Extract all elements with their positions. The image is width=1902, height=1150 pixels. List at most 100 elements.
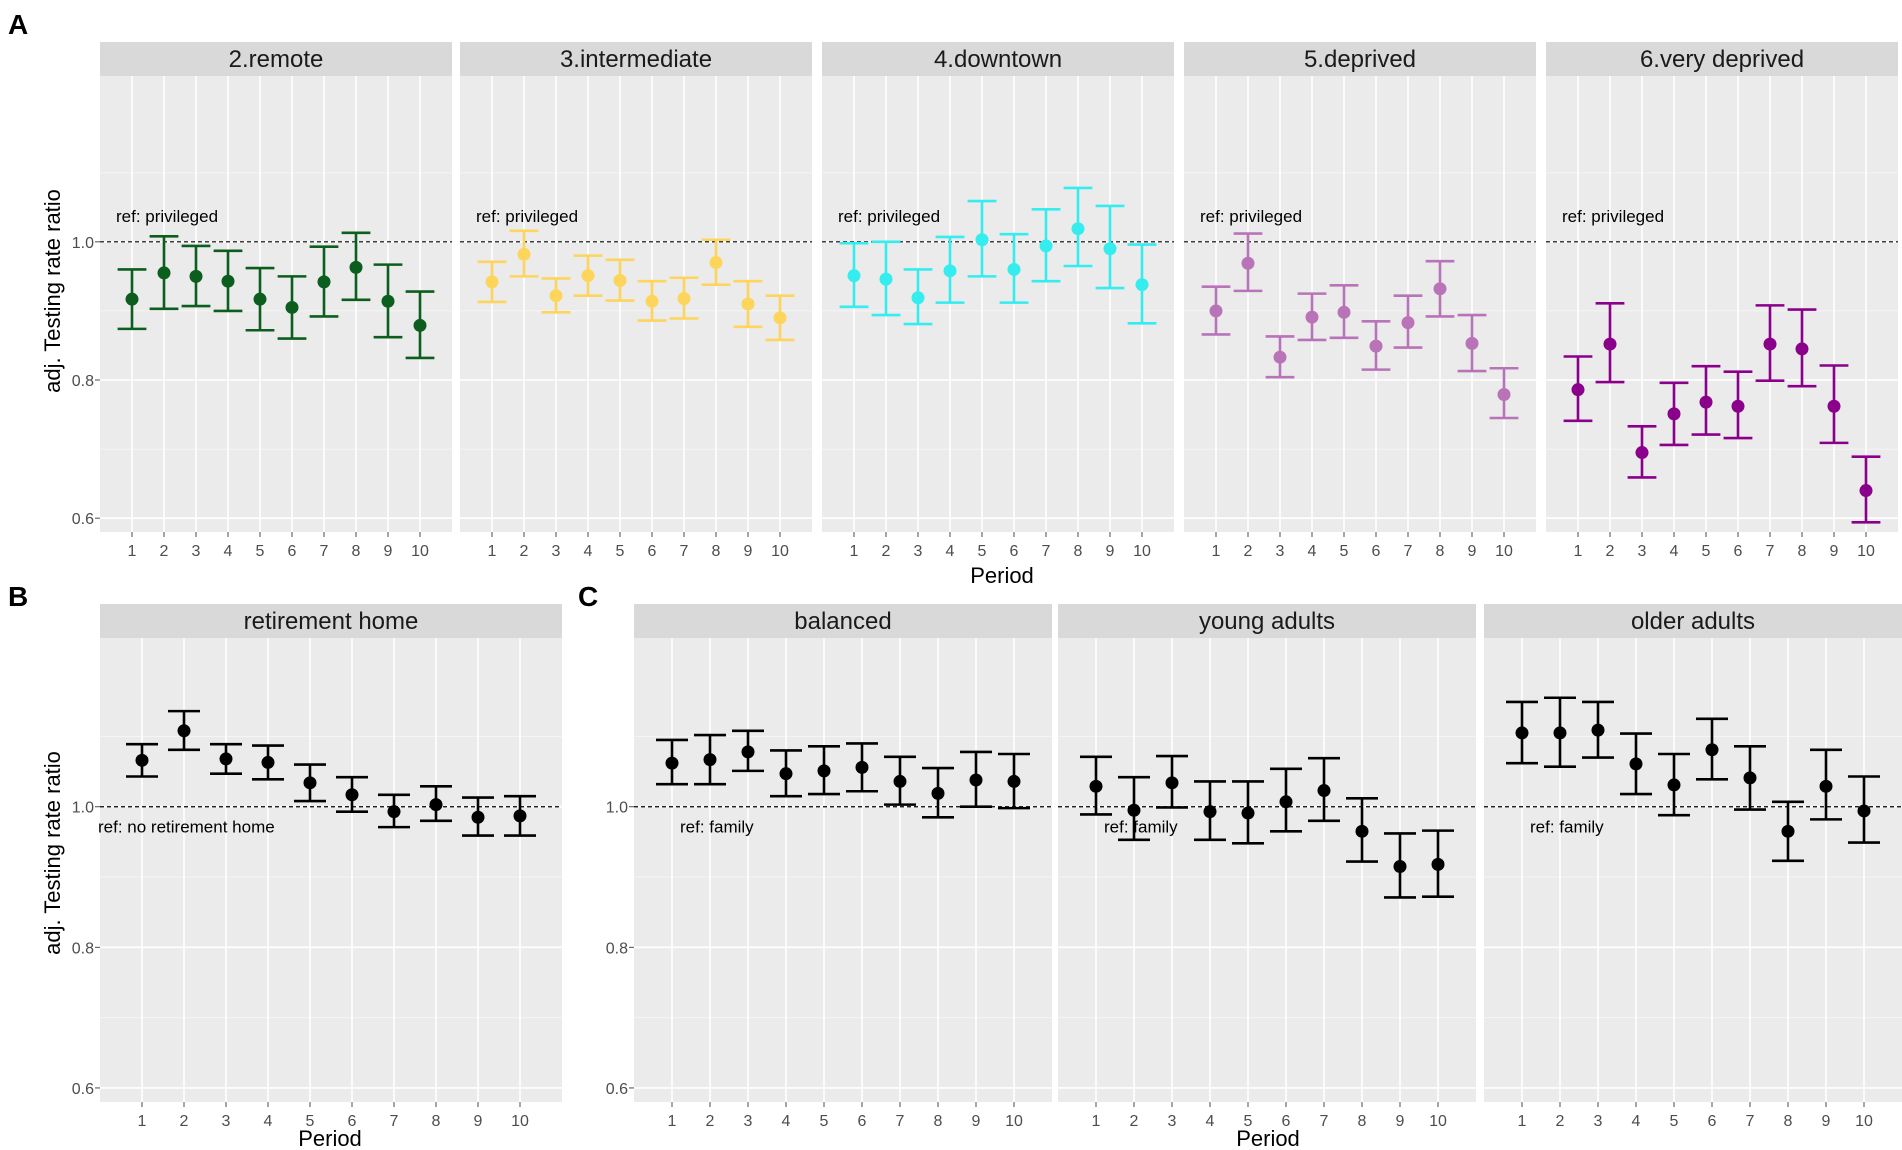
facet-young-adults-point-7: [1317, 784, 1331, 798]
facet-retirement-home-point-6: [345, 788, 359, 802]
facet-young-adults-point-4: [1203, 805, 1217, 819]
facet-3-intermediate-point-3: [549, 289, 563, 303]
facet-2-remote-title: 2.remote: [229, 46, 324, 73]
facet-2-remote-x-tick-label: 3: [192, 543, 201, 560]
facet-4-downtown-x-tick-label: 2: [882, 543, 891, 560]
facet-4-downtown-point-1: [847, 269, 861, 283]
facet-6-very-deprived-point-9: [1827, 399, 1841, 413]
facet-2-remote-x-tick-label: 1: [128, 543, 137, 560]
facet-6-very-deprived-point-3: [1635, 446, 1649, 460]
facet-5-deprived-x-tick-label: 10: [1495, 543, 1513, 560]
facet-older-adults-x-tick-label: 2: [1556, 1113, 1565, 1130]
facet-3-intermediate-x-tick-label: 5: [616, 543, 625, 560]
facet-balanced-x-tick-label: 1: [668, 1113, 677, 1130]
facet-balanced-x-tick-label: 3: [744, 1113, 753, 1130]
facet-6-very-deprived-x-tick-label: 4: [1670, 543, 1679, 560]
facet-older-adults-x-tick-label: 7: [1746, 1113, 1755, 1130]
facet-5-deprived-point-6: [1369, 339, 1383, 353]
facet-5-deprived-point-5: [1337, 305, 1351, 319]
facet-6-very-deprived-point-6: [1731, 399, 1745, 413]
facet-older-adults-point-1: [1515, 726, 1529, 740]
facet-4-downtown-point-10: [1135, 278, 1149, 292]
facet-older-adults-x-tick-label: 6: [1708, 1113, 1717, 1130]
facet-young-adults-point-2: [1127, 803, 1141, 817]
facet-retirement-home-point-10: [513, 809, 527, 823]
facet-5-deprived-point-10: [1497, 388, 1511, 402]
facet-retirement-home-point-7: [387, 805, 401, 819]
facet-2-remote-x-tick-label: 2: [160, 543, 169, 560]
facet-older-adults-background: [1484, 638, 1902, 1102]
facet-5-deprived-x-tick-label: 5: [1340, 543, 1349, 560]
panel-b-facets: 0.6 0.8 1.0 retirement home ref: no retireme…: [72, 604, 562, 1130]
facet-5-deprived-point-9: [1465, 336, 1479, 350]
facet-3-intermediate-point-4: [581, 269, 595, 283]
panel-c-x-axis-title: Period: [1236, 1126, 1300, 1150]
facet-4-downtown-strip: [822, 42, 1174, 76]
panel-letter-a: A: [8, 9, 28, 40]
facet-5-deprived-point-2: [1241, 256, 1255, 270]
facet-6-very-deprived-x-tick-label: 5: [1702, 543, 1711, 560]
facet-4-downtown-title: 4.downtown: [934, 46, 1062, 73]
facet-balanced-point-9: [969, 773, 983, 787]
facet-5-deprived-x-tick-label: 9: [1468, 543, 1477, 560]
facet-5-deprived-x-tick-label: 4: [1308, 543, 1317, 560]
facet-older-adults-point-4: [1629, 757, 1643, 771]
facet-3-intermediate-x-tick-label: 2: [520, 543, 529, 560]
panel-b-y-axis-title: adj. Testing rate ratio: [40, 751, 65, 955]
facet-6-very-deprived-point-1: [1571, 383, 1585, 397]
facet-2-remote-point-8: [349, 260, 363, 274]
facet-4-downtown-background: [822, 76, 1174, 532]
facet-2-remote-reference-label: ref: privileged: [116, 207, 218, 226]
facet-older-adults-point-3: [1591, 723, 1605, 737]
facet-5-deprived-reference-label: ref: privileged: [1200, 207, 1302, 226]
facet-2-remote-point-6: [285, 300, 299, 314]
facet-4-downtown-point-3: [911, 291, 925, 305]
facet-2-remote-x-tick-label: 6: [288, 543, 297, 560]
facet-balanced-x-tick-label: 10: [1005, 1113, 1023, 1130]
facet-balanced-x-tick-label: 7: [896, 1113, 905, 1130]
facet-4-downtown-point-7: [1039, 239, 1053, 253]
facet-3-intermediate-point-10: [773, 311, 787, 325]
facet-4-downtown-point-5: [975, 233, 989, 247]
facet-3-intermediate-x-tick-label: 4: [584, 543, 593, 560]
facet-young-adults-x-tick-label: 7: [1320, 1113, 1329, 1130]
facet-older-adults-x-tick-label: 8: [1784, 1113, 1793, 1130]
facet-5-deprived-point-1: [1209, 304, 1223, 318]
facet-6-very-deprived-x-tick-label: 1: [1574, 543, 1583, 560]
facet-young-adults-strip: [1058, 604, 1476, 638]
facet-older-adults-x-tick-label: 4: [1632, 1113, 1641, 1130]
facet-3-intermediate-reference-label: ref: privileged: [476, 207, 578, 226]
facet-4-downtown-x-tick-label: 8: [1074, 543, 1083, 560]
facet-young-adults-point-1: [1089, 779, 1103, 793]
panel-b-x-axis-title: Period: [298, 1126, 362, 1150]
facet-balanced-x-tick-label: 6: [858, 1113, 867, 1130]
facet-balanced-point-1: [665, 756, 679, 770]
facet-balanced-point-5: [817, 764, 831, 778]
facet-2-remote-point-9: [381, 294, 395, 308]
facet-4-downtown-x-tick-label: 6: [1010, 543, 1019, 560]
facet-5-deprived-strip: [1184, 42, 1536, 76]
facet-4-downtown-x-tick-label: 4: [946, 543, 955, 560]
facet-retirement-home-strip: [100, 604, 562, 638]
facet-5-deprived-point-4: [1305, 310, 1319, 324]
facet-balanced-strip: [634, 604, 1052, 638]
facet-4-downtown-x-tick-label: 1: [850, 543, 859, 560]
facet-3-intermediate-point-2: [517, 247, 531, 261]
facet-retirement-home-x-tick-label: 6: [348, 1113, 357, 1130]
facet-2-remote-point-3: [189, 269, 203, 283]
facet-retirement-home-x-tick-label: 5: [306, 1113, 315, 1130]
facet-4-downtown-point-9: [1103, 242, 1117, 256]
panel-a-y-tick-label: 0.8: [72, 373, 94, 390]
panel-c-y-tick-label: 0.6: [606, 1081, 628, 1098]
facet-3-intermediate-point-9: [741, 297, 755, 311]
facet-6-very-deprived-x-tick-label: 9: [1830, 543, 1839, 560]
facet-2-remote-x-tick-label: 9: [384, 543, 393, 560]
facet-3-intermediate-background: [460, 76, 812, 532]
facet-5-deprived-point-3: [1273, 350, 1287, 364]
facet-balanced-point-6: [855, 760, 869, 774]
facet-6-very-deprived-title: 6.very deprived: [1640, 46, 1804, 73]
facet-older-adults-x-tick-label: 5: [1670, 1113, 1679, 1130]
facet-6-very-deprived-x-tick-label: 3: [1638, 543, 1647, 560]
facet-older-adults-point-5: [1667, 778, 1681, 792]
facet-balanced-background: [634, 638, 1052, 1102]
